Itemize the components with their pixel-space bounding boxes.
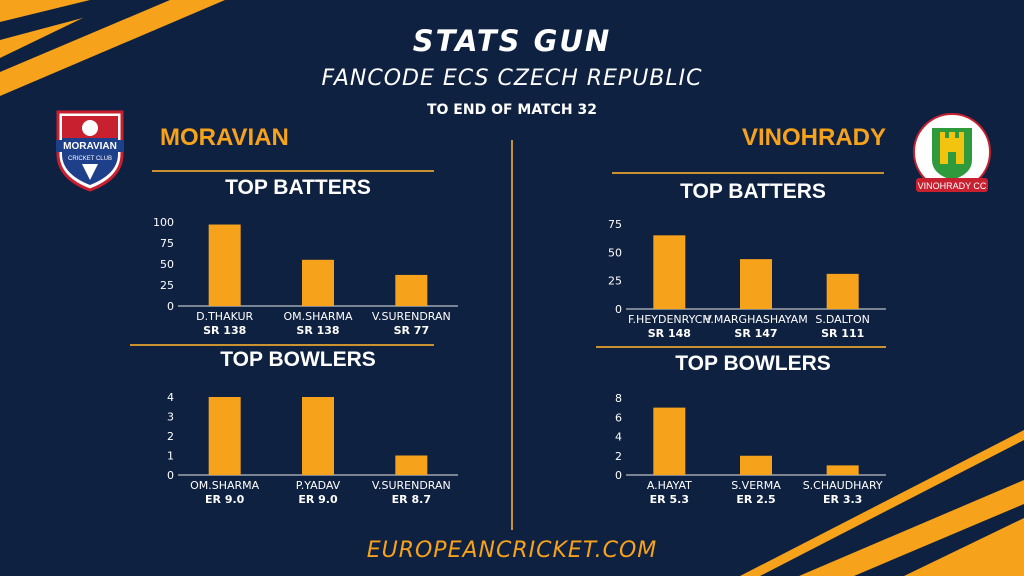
moravian-bowlers-tick-2: 2	[167, 430, 174, 443]
moravian-bowlers-bar-0	[208, 397, 241, 475]
vinohrady-batters-category-0: F.HEYDENRYCH	[628, 313, 711, 326]
vinohrady-bowlers-category-2: S.CHAUDHARY	[803, 479, 883, 492]
moravian-bowlers-bar-2	[395, 455, 428, 475]
vinohrady-bowlers-category-1: S.VERMA	[731, 479, 781, 492]
moravian-bowlers-tick-1: 1	[167, 450, 174, 463]
vinohrady-bowlers-tick-3: 6	[615, 411, 622, 424]
vinohrady-bowlers-bar-0	[653, 407, 686, 475]
moravian-batters-tick-0: 0	[167, 300, 174, 313]
moravian-bowlers-sublabel-2: ER 8.7	[392, 493, 431, 506]
center-divider	[511, 140, 513, 530]
vinohrady-bowlers-tick-2: 4	[615, 431, 622, 444]
moravian-logo-text: MORAVIAN	[63, 141, 117, 152]
vinohrady-batters-category-1: V.MARGHASHAYAM	[704, 313, 807, 326]
divider-left-mid	[130, 344, 434, 346]
moravian-bowlers-category-2: V.SURENDRAN	[372, 479, 451, 492]
vinohrady-bowlers-sublabel-2: ER 3.3	[823, 493, 862, 506]
divider-right-top	[612, 172, 884, 174]
section-title-left-bowlers: TOP BOWLERS	[220, 348, 376, 371]
section-title-left-batters: TOP BATTERS	[225, 176, 371, 199]
vinohrady-logo-text: VINOHRADY CC	[918, 181, 987, 191]
vinohrady-batters-bar-2	[826, 273, 859, 309]
page-title: STATS GUN	[412, 24, 612, 58]
vinohrady-batters-bar-0	[653, 235, 686, 309]
moravian-batters-sublabel-1: SR 138	[296, 324, 339, 337]
moravian-logo-subtext: CRICKET CLUB	[68, 156, 112, 162]
vinohrady-batters-tick-0: 0	[615, 303, 622, 316]
vinohrady-batters-bar-1	[740, 259, 772, 309]
section-title-right-batters: TOP BATTERS	[680, 180, 826, 203]
vinohrady-logo: VINOHRADY CC	[913, 113, 991, 192]
moravian-bowlers-tick-4: 4	[167, 391, 174, 404]
moravian-batters-sublabel-0: SR 138	[203, 324, 246, 337]
vinohrady-bowlers-bar-1	[740, 455, 772, 475]
moravian-bowlers-sublabel-1: ER 9.0	[298, 493, 338, 506]
vinohrady-batters-tick-1: 25	[608, 275, 622, 288]
vinohrady-bowlers-bar-2	[826, 465, 859, 475]
vinohrady-bowlers-tick-4: 8	[615, 392, 622, 405]
moravian-batters-bar-1	[302, 259, 334, 306]
section-title-right-bowlers: TOP BOWLERS	[675, 352, 831, 375]
team-name-right: VINOHRADY	[742, 124, 887, 151]
moravian-batters-bar-2	[395, 274, 428, 306]
moravian-batters-sublabel-2: SR 77	[394, 324, 430, 337]
vinohrady-bowlers-sublabel-1: ER 2.5	[736, 493, 775, 506]
vinohrady-batters-sublabel-1: SR 147	[734, 327, 777, 340]
divider-left-top	[152, 170, 434, 172]
moravian-bowlers-tick-3: 3	[167, 411, 174, 424]
moravian-batters-category-1: OM.SHARMA	[283, 310, 353, 323]
moravian-batters-tick-4: 100	[153, 216, 174, 229]
vinohrady-batters-category-2: S.DALTON	[815, 313, 870, 326]
moravian-batters-bar-0	[208, 224, 241, 306]
moravian-bowlers-bar-1	[302, 397, 334, 475]
vinohrady-bowlers-tick-0: 0	[615, 469, 622, 482]
moravian-bowlers-category-0: OM.SHARMA	[190, 479, 260, 492]
moravian-bowlers-sublabel-0: ER 9.0	[205, 493, 245, 506]
moravian-logo: MORAVIAN CRICKET CLUB	[56, 110, 124, 192]
vinohrady-batters-tick-2: 50	[608, 246, 622, 259]
vinohrady-bowlers-sublabel-0: ER 5.3	[650, 493, 689, 506]
moravian-batters-category-2: V.SURENDRAN	[372, 310, 451, 323]
moravian-batters-tick-2: 50	[160, 258, 174, 271]
vinohrady-bowlers-category-0: A.HAYAT	[647, 479, 692, 492]
divider-right-mid	[596, 346, 886, 348]
moravian-batters-tick-1: 25	[160, 279, 174, 292]
vinohrady-bowlers-tick-1: 2	[615, 450, 622, 463]
moravian-batters-tick-3: 75	[160, 237, 174, 250]
vinohrady-batters-tick-3: 75	[608, 218, 622, 231]
footer-site: EUROPEANCRICKET.COM	[366, 538, 658, 563]
vinohrady-batters-sublabel-2: SR 111	[821, 327, 864, 340]
team-name-left: MORAVIAN	[160, 124, 289, 151]
moravian-bowlers-tick-0: 0	[167, 469, 174, 482]
match-note: TO END OF MATCH 32	[426, 102, 598, 118]
moravian-batters-category-0: D.THAKUR	[196, 310, 253, 323]
page-subtitle: FANCODE ECS CZECH REPUBLIC	[321, 66, 703, 91]
moravian-bowlers-category-1: P.YADAV	[296, 479, 341, 492]
vinohrady-batters-sublabel-0: SR 148	[648, 327, 691, 340]
